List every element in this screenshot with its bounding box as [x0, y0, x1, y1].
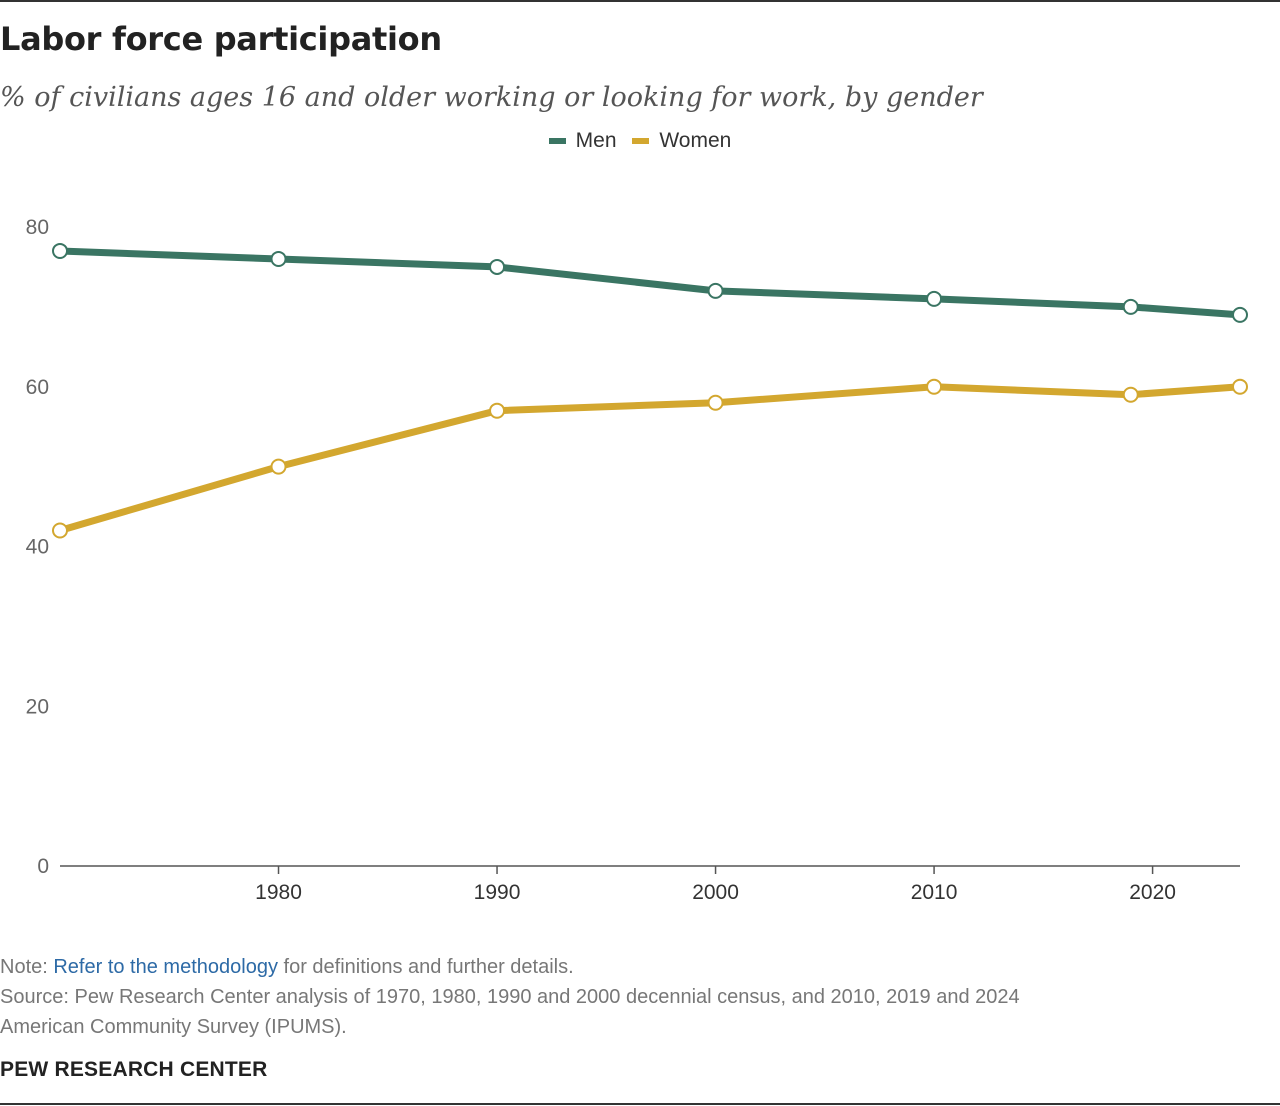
data-point-men-2000 — [707, 282, 724, 299]
line-chart: 0 20 40 60 80 1980 1990 2000 2010 2020 — [26, 216, 1248, 904]
y-tick-label-80: 80 — [26, 216, 49, 239]
chart-title: Labor force participation — [0, 20, 442, 58]
legend-label-women: Women — [659, 129, 732, 152]
data-point-men-1990 — [489, 258, 506, 275]
legend-item-women: Women — [632, 129, 731, 153]
x-tick-label-2020: 2020 — [1129, 881, 1176, 904]
data-point-women-2010 — [926, 378, 943, 395]
y-tick-label-60: 60 — [26, 376, 49, 399]
chart-notes: Note: Refer to the methodology for defin… — [0, 952, 1240, 1042]
note-prefix: Note: — [0, 956, 54, 978]
data-point-women-2019 — [1122, 386, 1139, 403]
data-point-women-2000 — [707, 394, 724, 411]
series-line-men — [56, 247, 1244, 319]
data-point-men-2010 — [926, 290, 943, 307]
y-tick-label-0: 0 — [37, 855, 49, 878]
top-rule — [0, 0, 1280, 2]
x-tick-label-2010: 2010 — [911, 881, 958, 904]
source-line-2: American Community Survey (IPUMS). — [0, 1016, 347, 1038]
legend: Men Women — [0, 126, 1280, 153]
source-line-1: Source: Pew Research Center analysis of … — [0, 986, 1020, 1008]
data-point-men-2024 — [1232, 306, 1248, 323]
data-point-women-1970 — [52, 522, 68, 539]
data-point-men-1980 — [270, 250, 287, 267]
data-point-men-2019 — [1122, 298, 1139, 315]
y-tick-label-40: 40 — [26, 536, 49, 559]
data-point-women-1980 — [270, 458, 287, 475]
bottom-rule — [0, 1103, 1280, 1105]
chart-subtitle: % of civilians ages 16 and older working… — [0, 82, 983, 113]
x-tick-label-1990: 1990 — [474, 881, 521, 904]
y-tick-label-20: 20 — [26, 695, 49, 718]
x-tick-label-2000: 2000 — [692, 881, 739, 904]
legend-swatch-women — [632, 138, 650, 144]
series-line-women — [56, 383, 1244, 534]
data-point-women-1990 — [489, 402, 506, 419]
data-point-women-2024 — [1232, 378, 1248, 395]
note-line: Note: Refer to the methodology for defin… — [0, 952, 1240, 982]
data-point-men-1970 — [52, 242, 68, 259]
pew-logo-text: PEW RESEARCH CENTER — [0, 1058, 268, 1081]
legend-label-men: Men — [575, 129, 617, 152]
methodology-link[interactable]: Refer to the methodology — [53, 956, 278, 978]
x-tick-label-1980: 1980 — [255, 881, 302, 904]
legend-item-men: Men — [548, 129, 617, 153]
note-suffix: for definitions and further details. — [277, 956, 574, 978]
legend-swatch-men — [548, 138, 566, 144]
